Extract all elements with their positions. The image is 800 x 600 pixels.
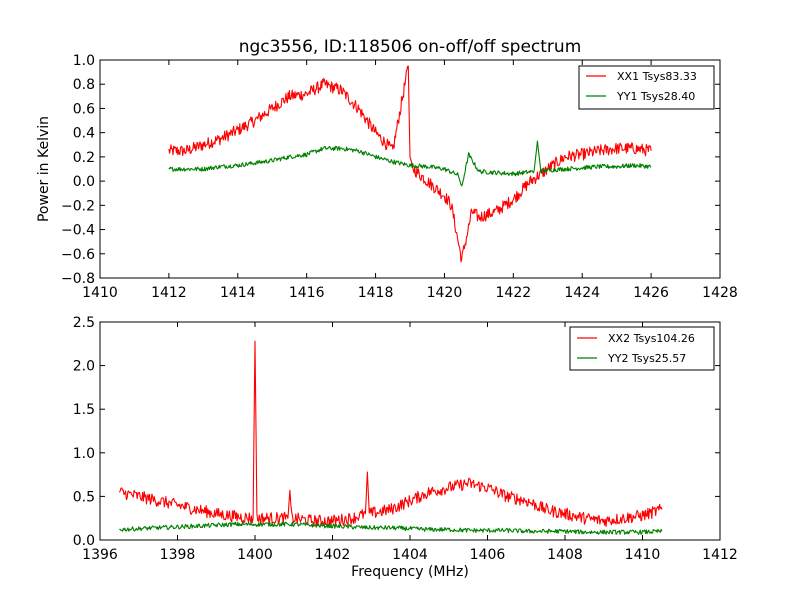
top-xtick-label: 1426: [633, 285, 669, 301]
bottom-legend-label-yy2: YY2 Tsys25.57: [607, 352, 686, 365]
top-plot-legend: XX1 Tsys83.33 YY1 Tsys28.40: [578, 65, 715, 110]
bottom-xtick-label: 1406: [470, 547, 506, 563]
bottom-plot-legend: XX2 Tsys104.26 YY2 Tsys25.57: [569, 326, 715, 371]
top-xtick-label: 1410: [82, 285, 118, 301]
top-ytick-label: 1.0: [73, 53, 95, 69]
bottom-series-line-1: [118, 340, 663, 528]
top-ytick-label: −0.6: [61, 247, 95, 263]
top-xtick-label: 1428: [702, 285, 738, 301]
bottom-xtick-label: 1408: [547, 547, 583, 563]
top-ytick-label: 0.6: [73, 101, 95, 117]
top-xtick-label: 1416: [289, 285, 325, 301]
bottom-legend-box: [569, 326, 715, 371]
top-legend-label-xx1: XX1 Tsys83.33: [617, 70, 697, 83]
top-series-line-2: [168, 140, 652, 187]
bottom-plot-ticks: 1396 1398 1400 1402 1404 1406 1408 1410 1412 0.0 0…: [73, 315, 738, 563]
bottom-xtick-label: 1404: [392, 547, 428, 563]
bottom-plot-series: [118, 340, 663, 535]
top-legend-box: [578, 65, 715, 110]
top-xtick-label: 1424: [564, 285, 600, 301]
top-ytick-label: 0.0: [73, 174, 95, 190]
top-xtick-label: 1418: [358, 285, 394, 301]
bottom-xtick-label: 1398: [160, 547, 196, 563]
top-plot-ticks: 1410 1412 1414 1416 1418 1420 1422 1424 1426 1428…: [61, 53, 738, 301]
top-ytick-label: −0.2: [61, 198, 95, 214]
bottom-xtick-label: 1396: [82, 547, 118, 563]
top-ytick-label: 0.4: [73, 126, 95, 142]
top-ytick-label: 0.8: [73, 77, 95, 93]
top-series-line-1: [168, 65, 652, 263]
top-ytick-label: −0.4: [61, 223, 95, 239]
top-ytick-label: 0.2: [73, 150, 95, 166]
bottom-legend-label-xx2: XX2 Tsys104.26: [608, 332, 695, 345]
top-ytick-label: −0.8: [61, 271, 95, 287]
bottom-xtick-label: 1400: [237, 547, 273, 563]
bottom-xtick-label: 1412: [702, 547, 738, 563]
top-plot-axes: 1410 1412 1414 1416 1418 1420 1422 1424 1426 1428…: [36, 53, 738, 301]
top-xtick-label: 1414: [220, 285, 256, 301]
top-xtick-label: 1420: [427, 285, 463, 301]
bottom-ytick-label: 1.5: [73, 402, 95, 418]
bottom-ytick-label: 2.5: [73, 315, 95, 331]
top-xtick-label: 1422: [496, 285, 532, 301]
bottom-ytick-label: 0.0: [73, 533, 95, 549]
top-plot-ylabel: Power in Kelvin: [36, 116, 52, 222]
bottom-plot-axes: 1396 1398 1400 1402 1404 1406 1408 1410 1412 0.0 0…: [73, 315, 738, 580]
bottom-ytick-label: 1.0: [73, 446, 95, 462]
top-xtick-label: 1412: [151, 285, 187, 301]
bottom-xtick-label: 1410: [625, 547, 661, 563]
chart-title-top: ngc3556, ID:118506 on-off/off spectrum: [239, 37, 582, 57]
bottom-plot-xlabel: Frequency (MHz): [351, 564, 469, 580]
bottom-series-line-2: [119, 521, 663, 535]
bottom-ytick-label: 2.0: [73, 359, 95, 375]
top-plot-series: [168, 65, 652, 263]
top-legend-label-yy1: YY1 Tsys28.40: [616, 90, 695, 103]
bottom-xtick-label: 1402: [315, 547, 351, 563]
top-plot-frame: [99, 59, 721, 279]
bottom-ytick-label: 0.5: [73, 489, 95, 505]
